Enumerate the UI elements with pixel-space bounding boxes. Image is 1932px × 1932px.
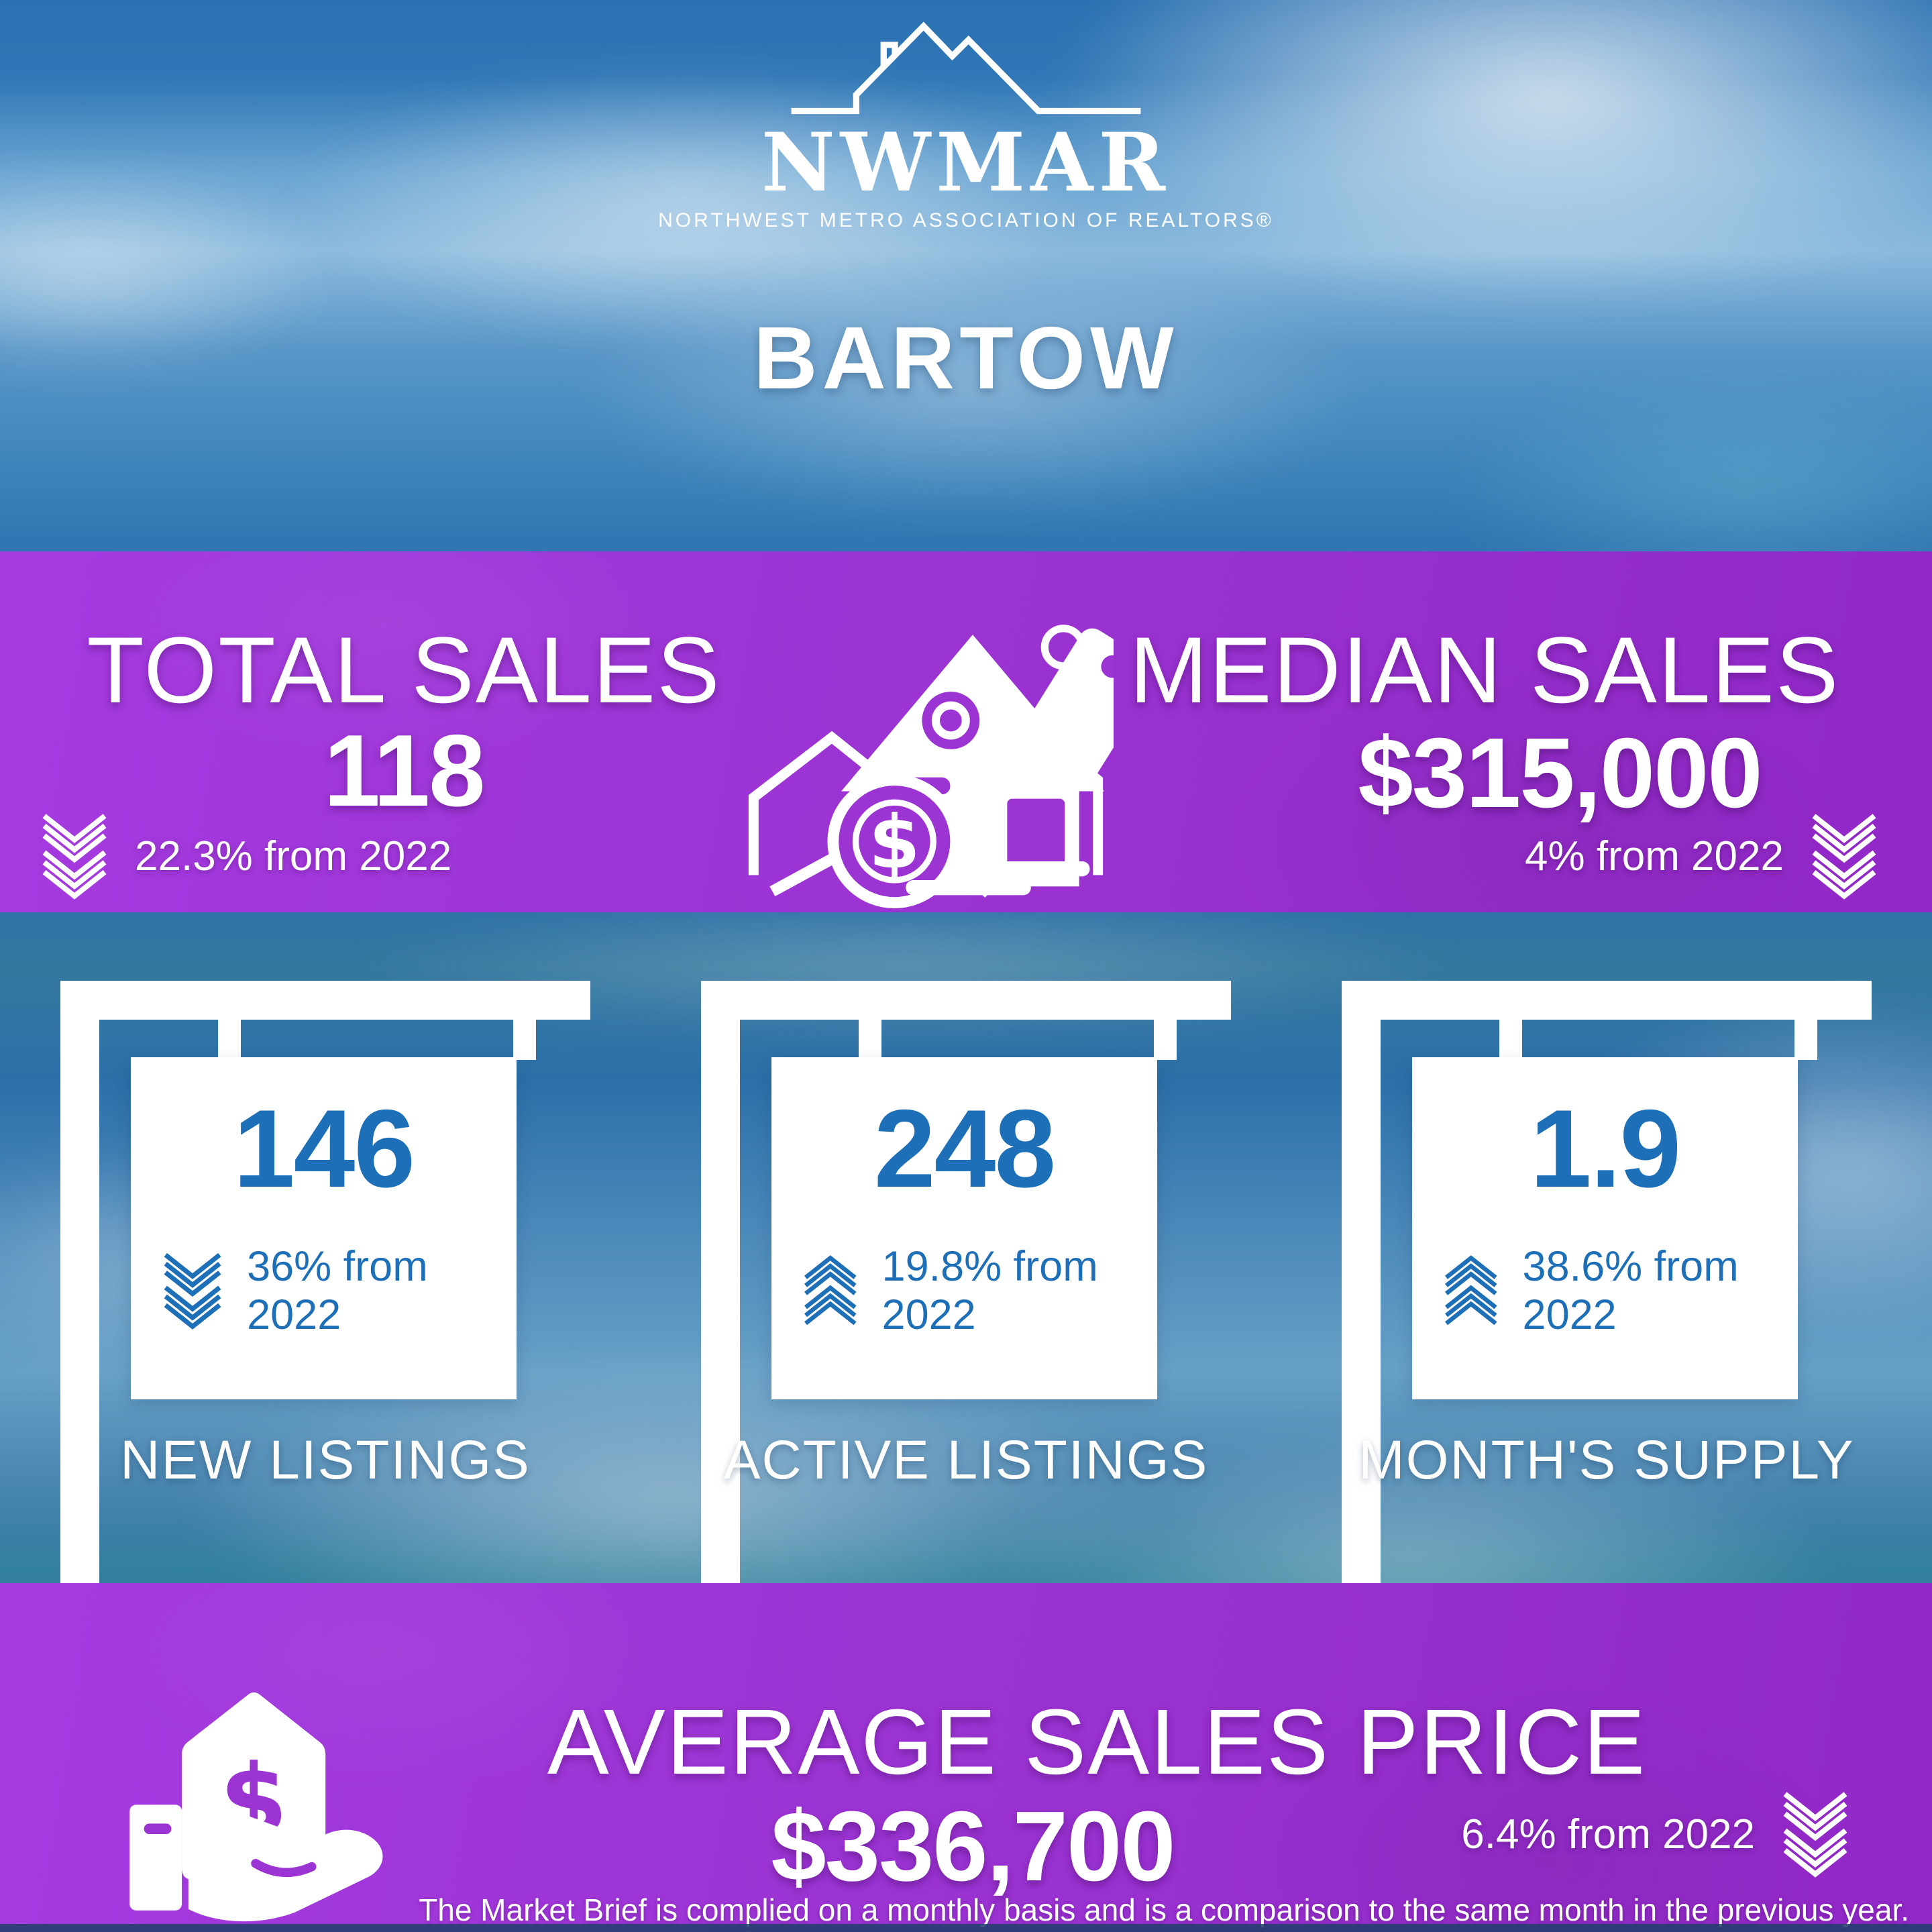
double-chevron-up-icon — [1444, 1255, 1497, 1326]
total-sales-change: 22.3% from 2022 — [37, 812, 451, 900]
sign-board: 1.9 38.6% from 2022 — [1412, 1057, 1798, 1399]
average-sales-price-label: AVERAGE SALES PRICE — [547, 1690, 1647, 1794]
stat-change: 36% from 2022 — [161, 1242, 517, 1339]
median-sales-change-text: 4% from 2022 — [1525, 833, 1784, 879]
house-in-hand-icon: $ — [129, 1692, 383, 1922]
sign-board: 248 19.8% from 2022 — [771, 1057, 1157, 1399]
sign-board: 146 36% from 2022 — [131, 1057, 517, 1399]
stat-card-months-supply: 1.9 38.6% from 2022 MONTH'S SUPPLY — [1332, 981, 1882, 1792]
nwmar-house-outline-icon — [791, 21, 1141, 115]
sign-post-bar — [1342, 981, 1872, 1020]
double-chevron-down-icon — [1783, 1792, 1847, 1878]
stat-change-text: 19.8% from 2022 — [881, 1243, 1098, 1338]
sign-strap — [513, 1017, 536, 1060]
stat-value: 146 — [233, 1087, 415, 1210]
sign-post-bar — [701, 981, 1231, 1020]
median-sales-label: MEDIAN SALES — [1129, 617, 1840, 722]
brand-tagline: NORTHWEST METRO ASSOCIATION OF REALTORS® — [658, 209, 1274, 231]
sign-strap — [1499, 1017, 1522, 1060]
double-chevron-up-icon — [804, 1255, 857, 1326]
svg-text:$: $ — [869, 799, 920, 885]
sign-strap — [1794, 1017, 1817, 1060]
double-chevron-down-icon — [1812, 814, 1876, 900]
stat-change: 19.8% from 2022 — [802, 1242, 1157, 1339]
stat-label: ACTIVE LISTINGS — [723, 1430, 1209, 1491]
stat-label: NEW LISTINGS — [120, 1430, 531, 1491]
bottom-edge-strip — [0, 1924, 1932, 1932]
double-chevron-down-icon — [164, 1252, 221, 1330]
page-title: BARTOW — [753, 309, 1179, 407]
sign-strap — [859, 1017, 881, 1060]
average-sales-price-change: 6.4% from 2022 — [1461, 1790, 1853, 1878]
stat-change-text: 36% from 2022 — [247, 1243, 428, 1338]
stat-change: 38.6% from 2022 — [1442, 1242, 1798, 1339]
brand-acronym: NWMAR — [761, 115, 1171, 210]
double-chevron-down-icon — [42, 814, 107, 900]
stat-value: 1.9 — [1529, 1087, 1681, 1210]
average-sales-price-value: $336,700 — [771, 1791, 1175, 1902]
sign-post-bar — [60, 981, 590, 1020]
median-sales-value: $315,000 — [1358, 718, 1762, 828]
stat-label: MONTH'S SUPPLY — [1358, 1430, 1855, 1491]
footer-disclaimer: The Market Brief is complied on a monthl… — [419, 1892, 1909, 1927]
stat-change-text: 38.6% from 2022 — [1522, 1243, 1739, 1338]
total-sales-label: TOTAL SALES — [87, 617, 721, 722]
sign-strap — [218, 1017, 241, 1060]
stat-value: 248 — [873, 1087, 1056, 1210]
median-sales-change: 4% from 2022 — [1525, 812, 1882, 900]
average-sales-price-change-text: 6.4% from 2022 — [1461, 1811, 1755, 1858]
sign-strap — [1154, 1017, 1177, 1060]
total-sales-change-text: 22.3% from 2022 — [135, 833, 452, 879]
total-sales-value: 118 — [323, 714, 485, 828]
house-price-tag-dollar-icon: $ — [748, 625, 1114, 908]
